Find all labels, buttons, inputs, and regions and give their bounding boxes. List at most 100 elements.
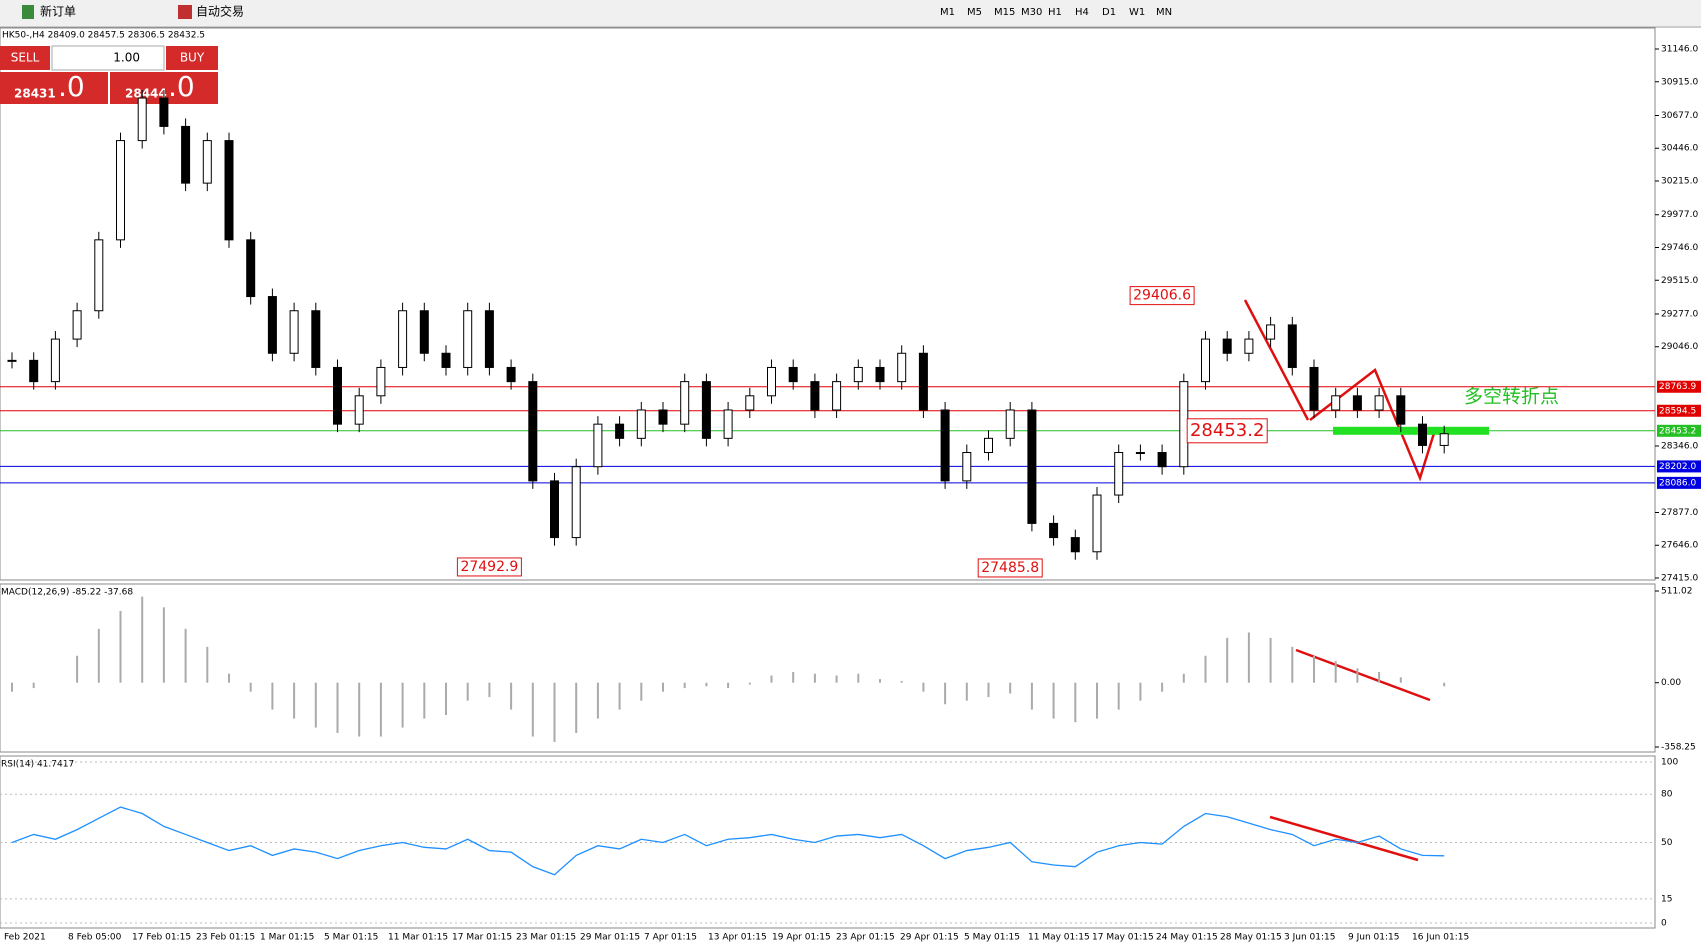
- timeframe[interactable]: W1: [1129, 7, 1145, 18]
- bid: 28431: [14, 87, 56, 101]
- rsi-tick-label: 100: [1661, 758, 1678, 768]
- candle: [376, 366, 386, 397]
- date-label: 19 Apr 01:15: [772, 933, 831, 943]
- macd-bar: [228, 673, 230, 683]
- macd-bar: [596, 682, 599, 719]
- timeframe[interactable]: H1: [1048, 7, 1062, 18]
- pivot-bar: [1333, 426, 1489, 435]
- level-label: 28594.5: [1659, 406, 1696, 416]
- macd-bar: [206, 646, 209, 683]
- candle: [918, 352, 928, 411]
- bid-box[interactable]: [0, 72, 108, 104]
- annotation-box: [1186, 418, 1268, 444]
- macd-bar: [965, 682, 968, 701]
- macd-bar: [488, 682, 491, 698]
- price-tick-label: 29746.0: [1661, 243, 1698, 253]
- candle: [1309, 366, 1319, 411]
- candle: [1352, 395, 1362, 411]
- candle: [723, 409, 733, 439]
- macd-bar: [900, 680, 903, 683]
- price-tick-label: 28346.0: [1661, 441, 1698, 451]
- macd-bar: [314, 682, 317, 728]
- macd-bar: [770, 675, 773, 683]
- timeframe[interactable]: H4: [1075, 7, 1089, 18]
- date-label: 5 May 01:15: [964, 933, 1020, 943]
- candle: [1157, 452, 1167, 468]
- annotation: 27485.8: [981, 560, 1039, 576]
- timeframe[interactable]: D1: [1102, 7, 1116, 18]
- macd-bar: [1117, 682, 1120, 710]
- rsi-tick-label: 50: [1661, 838, 1673, 848]
- date-label: 1 Mar 01:15: [260, 933, 314, 943]
- timeframe[interactable]: M1: [940, 7, 955, 18]
- macd-bar: [466, 682, 469, 701]
- price-tick-label: 29977.0: [1661, 210, 1698, 220]
- annotation-box: [456, 557, 522, 577]
- candle: [116, 140, 125, 241]
- macd-bar: [813, 673, 816, 683]
- macd-tick-label: -358.25: [1661, 743, 1696, 753]
- candle: [94, 239, 104, 312]
- candle: [1439, 433, 1449, 446]
- date-label: 11 Mar 01:15: [388, 933, 448, 943]
- new-order[interactable]: 新订单: [40, 4, 76, 19]
- date-label: 11 May 01:15: [1028, 933, 1090, 943]
- macd-label: MACD(12,26,9) -85.22 -37.68: [1, 588, 133, 598]
- candle: [1396, 395, 1406, 425]
- auto-trade[interactable]: 自动交易: [196, 4, 244, 19]
- date-label: 16 Jun 01:15: [1412, 933, 1469, 943]
- buy-label[interactable]: BUY: [180, 51, 205, 65]
- candle: [832, 381, 842, 411]
- price-tick-label: 29277.0: [1661, 309, 1698, 319]
- candle: [419, 310, 429, 354]
- candle: [940, 409, 950, 482]
- bid-frac: .0: [58, 70, 85, 103]
- candle: [484, 310, 494, 368]
- candle: [289, 310, 299, 354]
- macd-bar: [1096, 682, 1098, 719]
- date-label: 23 Apr 01:15: [836, 933, 895, 943]
- macd-bar: [32, 682, 35, 689]
- icon[interactable]: [22, 5, 34, 19]
- timeframe[interactable]: MN: [1156, 7, 1172, 18]
- candle: [615, 423, 625, 439]
- buy-button[interactable]: [166, 46, 218, 70]
- macd-bar: [705, 682, 708, 687]
- candle: [333, 366, 342, 425]
- date-label: 8 Feb 05:00: [68, 933, 122, 943]
- candle: [897, 352, 907, 383]
- timeframe[interactable]: M30: [1021, 7, 1042, 18]
- price-tick-label: 27646.0: [1661, 541, 1698, 551]
- candle: [788, 366, 798, 383]
- candle: [354, 395, 364, 425]
- sell-button[interactable]: [0, 46, 50, 70]
- lot-value[interactable]: 1.00: [113, 51, 140, 65]
- macd-bar: [1052, 682, 1055, 719]
- candle: [463, 310, 473, 368]
- macd-bar: [379, 682, 382, 737]
- macd-bar: [249, 682, 252, 692]
- sell-label[interactable]: SELL: [11, 51, 40, 65]
- timeframe[interactable]: M15: [994, 7, 1015, 18]
- price-tick-label: 30915.0: [1661, 77, 1698, 87]
- macd-bar: [727, 682, 730, 689]
- date-label: 28 May 01:15: [1220, 933, 1282, 943]
- level-tag: [1657, 424, 1701, 437]
- macd-bar: [1399, 677, 1402, 683]
- timeframe[interactable]: M5: [967, 7, 982, 18]
- candle: [137, 97, 147, 142]
- lot-input[interactable]: [51, 45, 165, 71]
- candle: [528, 381, 538, 482]
- rsi-tick-label: 80: [1661, 790, 1673, 800]
- candle: [398, 310, 408, 368]
- candle: [224, 140, 234, 241]
- price-tick-label: 29046.0: [1661, 342, 1698, 352]
- trade-panel: SELL 1.00 BUY 28431 .0 28444 .0: [0, 45, 218, 104]
- candle: [1331, 395, 1341, 411]
- macd-bar: [662, 682, 664, 692]
- macd-bar: [162, 607, 165, 683]
- candle: [1092, 494, 1102, 553]
- icon[interactable]: [178, 5, 192, 19]
- price-tick-label: 27415.0: [1661, 574, 1698, 584]
